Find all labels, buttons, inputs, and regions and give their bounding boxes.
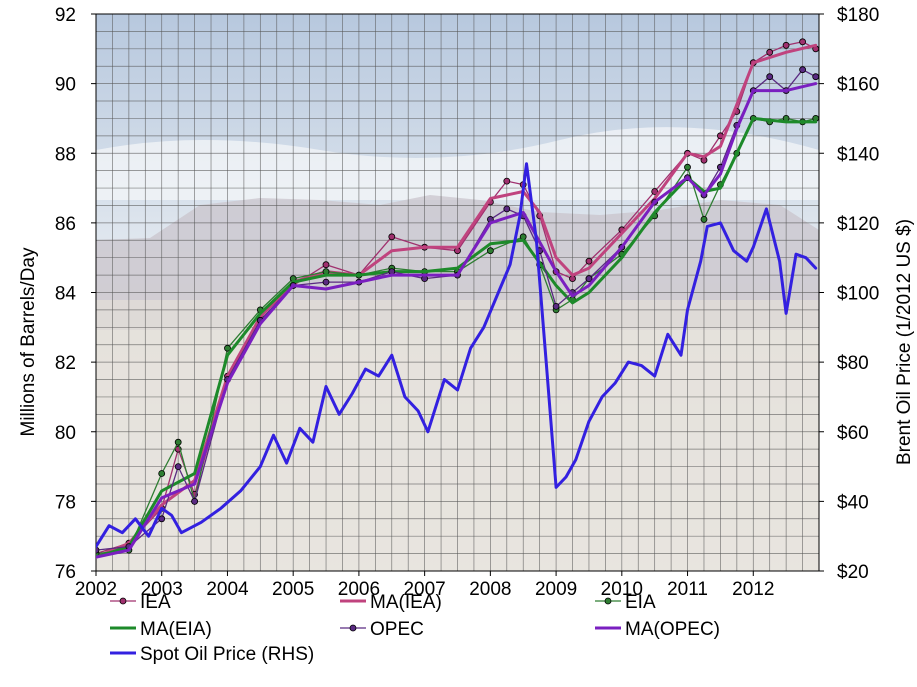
- x-tick-label: 2003: [141, 579, 183, 600]
- y-tick-label-right: $100: [837, 284, 879, 305]
- legend-label: MA(OPEC): [625, 619, 720, 640]
- y-tick-label-left: 88: [55, 144, 76, 165]
- x-tick-label: 2007: [403, 579, 445, 600]
- y-tick-label-left: 86: [55, 214, 76, 235]
- y-tick-label-right: $140: [837, 144, 879, 165]
- legend-label: MA(EIA): [140, 619, 212, 640]
- data-point-iea: [799, 38, 806, 46]
- y-tick-label-left: 84: [55, 284, 77, 305]
- data-point-iea: [782, 41, 790, 49]
- y-tick-label-left: 80: [55, 423, 76, 444]
- data-point-eia: [158, 470, 166, 477]
- x-tick-label: 2005: [272, 579, 314, 600]
- data-point-opec: [96, 546, 100, 554]
- x-tick-label: 2006: [338, 579, 380, 600]
- series-ma-eia: [96, 116, 818, 559]
- y-tick-label-left: 78: [55, 492, 76, 513]
- data-point-opec: [585, 275, 593, 283]
- y-axis-title-right: Brent Oil Price (1/2012 US $): [894, 219, 915, 465]
- y-tick-label-right: $60: [837, 423, 869, 444]
- data-point-opec: [158, 515, 166, 523]
- legend-item-iea: IEA: [110, 592, 171, 613]
- data-point-opec: [191, 497, 199, 505]
- y-axis-title-left: Millions of Barrels/Day: [18, 247, 39, 436]
- legend-label: IEA: [140, 592, 171, 613]
- legend-item-opec: OPEC: [340, 619, 424, 640]
- data-point-iea: [766, 48, 774, 56]
- series-line-ma-opec: [96, 82, 818, 559]
- legend-label: OPEC: [370, 619, 424, 640]
- data-point-eia: [224, 344, 231, 352]
- data-point-opec: [322, 278, 330, 286]
- y-tick-label-right: $20: [837, 562, 869, 583]
- legend-item-ma-eia: MA(EIA): [110, 619, 212, 640]
- series-spot-oil-price-rhs: [96, 162, 818, 549]
- series-line-ma-eia: [96, 116, 818, 559]
- data-point-iea: [651, 188, 659, 195]
- legend-marker: [119, 597, 127, 605]
- data-point-opec: [799, 66, 806, 74]
- y-tick-label-right: $160: [837, 75, 879, 96]
- x-tick-label: 2010: [601, 579, 643, 600]
- legend-marker: [349, 624, 357, 632]
- y-tick-label-left: 92: [55, 5, 76, 26]
- axes: 2002 2003 2004 2005 2006 2007 2008 2009 2010 2011…: [55, 5, 879, 600]
- legend: IEA MA(IEA) EIA MA(EIA) OPEC MA(OPEC) Spot Oil…: [110, 592, 720, 665]
- data-point-eia: [684, 163, 691, 171]
- data-point-eia: [486, 247, 494, 255]
- x-tick-label: 2002: [75, 579, 117, 600]
- y-tick-label-right: $180: [837, 5, 879, 26]
- legend-marker: [604, 597, 612, 605]
- y-tick-label-left: 82: [55, 353, 76, 374]
- data-point-iea: [503, 177, 511, 185]
- data-point-eia: [700, 215, 708, 223]
- y-tick-label-right: $120: [837, 214, 879, 235]
- data-point-opec: [552, 302, 560, 310]
- x-tick-label: 2008: [469, 579, 511, 600]
- data-point-opec: [766, 73, 774, 81]
- data-point-iea: [585, 257, 593, 265]
- y-tick-label-left: 76: [55, 562, 76, 583]
- y-tick-label-left: 90: [55, 75, 76, 96]
- series-group: [96, 38, 819, 559]
- y-tick-label-right: $80: [837, 353, 869, 374]
- data-point-eia: [174, 438, 182, 446]
- data-point-opec: [812, 73, 819, 81]
- x-tick-label: 2004: [206, 579, 249, 600]
- data-point-iea: [388, 233, 396, 241]
- x-tick-label: 2009: [535, 579, 577, 600]
- x-tick-label: 2011: [667, 579, 708, 600]
- data-point-iea: [322, 261, 330, 269]
- data-point-opec: [503, 205, 511, 213]
- legend-item-ma-iea: MA(IEA): [340, 592, 442, 613]
- series-line-spot-oil-price-rhs: [96, 162, 818, 549]
- legend-item-spot-oil-price-rhs: Spot Oil Price (RHS): [110, 644, 314, 665]
- legend-item-ma-opec: MA(OPEC): [595, 619, 720, 640]
- y-tick-label-right: $40: [837, 492, 869, 513]
- legend-label: EIA: [625, 592, 656, 613]
- data-point-opec: [174, 463, 182, 471]
- x-tick-label: 2012: [732, 579, 774, 600]
- legend-label: Spot Oil Price (RHS): [140, 644, 314, 665]
- legend-label: MA(IEA): [370, 592, 442, 613]
- series-ma-opec: [96, 82, 818, 559]
- legend-item-eia: EIA: [595, 592, 656, 613]
